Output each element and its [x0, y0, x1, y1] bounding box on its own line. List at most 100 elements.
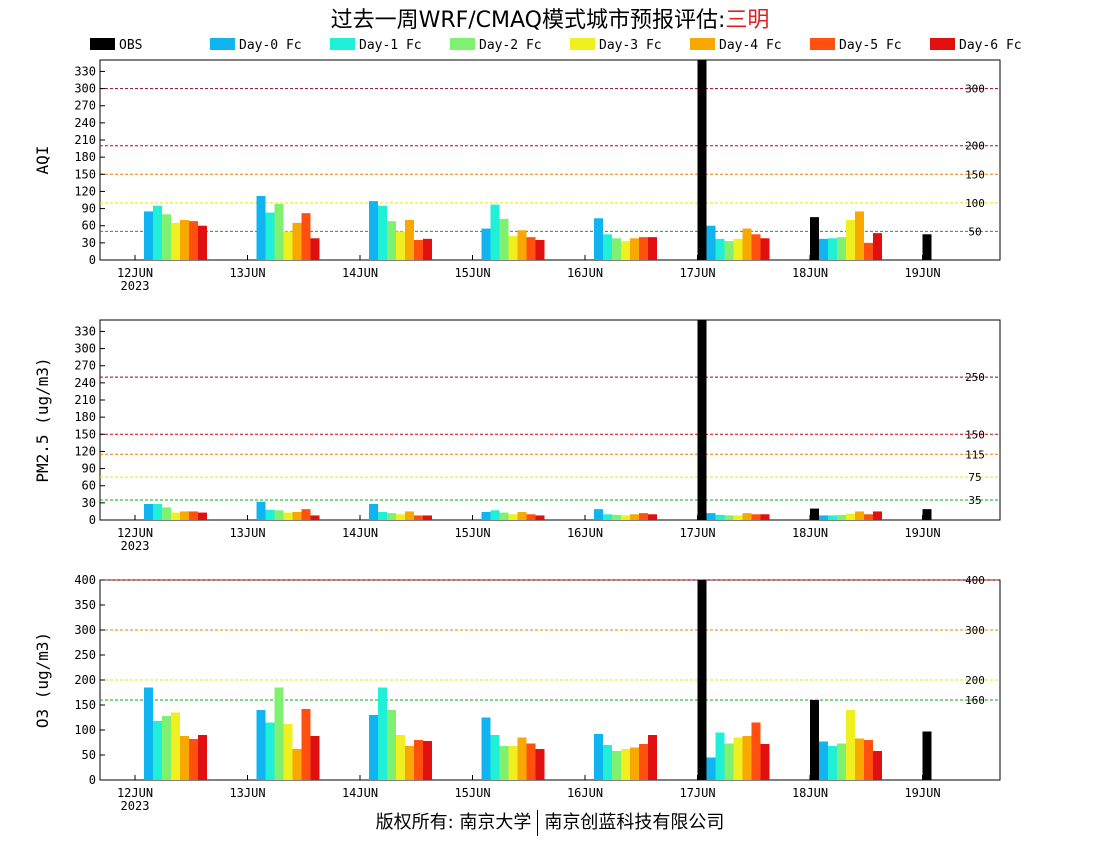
x-year-label: 2023 [121, 279, 150, 293]
bar-day-0-fc [369, 201, 378, 260]
bar-obs [810, 700, 819, 780]
bar-day-2-fc [274, 687, 284, 780]
bar-day-0-fc [256, 710, 266, 780]
y-tick-label: 150 [74, 698, 96, 712]
bar-day-3-fc [171, 512, 180, 520]
bar-day-2-fc [724, 241, 734, 260]
bar-obs [922, 234, 932, 260]
y-tick-label: 0 [89, 773, 96, 787]
bar-day-3-fc [733, 737, 743, 780]
bar-day-2-fc [274, 510, 284, 520]
y-tick-label: 400 [74, 573, 96, 587]
y-tick-label: 330 [74, 64, 96, 78]
bar-day-0-fc [706, 757, 716, 780]
bar-day-2-fc [837, 743, 846, 780]
bar-day-4-fc [517, 737, 527, 780]
x-tick-label: 19JUN [904, 526, 940, 540]
bar-day-0-fc [369, 504, 378, 520]
bar-day-1-fc [265, 722, 275, 780]
bar-obs [922, 509, 932, 520]
bar-day-4-fc [292, 222, 302, 260]
y-tick-label: 300 [74, 623, 96, 637]
bar-day-6-fc [423, 238, 432, 260]
bar-day-2-fc [837, 514, 846, 520]
legend-swatch [810, 38, 835, 50]
title-text: 过去一周WRF/CMAQ模式城市预报评估: [330, 8, 726, 33]
bar-day-4-fc [180, 736, 189, 780]
reference-label: 160 [965, 694, 985, 707]
y-tick-label: 180 [74, 410, 96, 424]
bar-day-0-fc [819, 741, 828, 780]
bar-day-3-fc [846, 513, 855, 520]
bar-day-3-fc [508, 236, 518, 260]
legend-label: Day-1 Fc [359, 38, 422, 53]
y-tick-label: 90 [82, 202, 96, 216]
bar-day-3-fc [283, 724, 293, 780]
reference-label: 150 [965, 168, 985, 181]
bar-day-5-fc [414, 240, 423, 260]
bar-obs [810, 508, 819, 520]
bar-day-2-fc [499, 746, 509, 780]
y-tick-label: 300 [74, 82, 96, 96]
bar-day-5-fc [526, 237, 536, 260]
bar-day-0-fc [594, 734, 603, 780]
bar-day-2-fc [724, 515, 734, 520]
bar-day-0-fc [481, 717, 491, 780]
bar-day-3-fc [846, 220, 855, 260]
y-tick-label: 90 [82, 462, 96, 476]
legend-swatch [210, 38, 235, 50]
bar-day-4-fc [292, 512, 302, 520]
bar-day-6-fc [310, 515, 320, 520]
bar-day-3-fc [508, 514, 518, 520]
bar-day-3-fc [396, 514, 405, 520]
bar-day-6-fc [648, 237, 657, 260]
bar-day-4-fc [855, 211, 864, 260]
bar-day-2-fc [499, 512, 509, 520]
y-tick-label: 250 [74, 648, 96, 662]
legend-swatch [930, 38, 955, 50]
legend-swatch [450, 38, 475, 50]
x-tick-label: 19JUN [904, 786, 940, 800]
bar-day-2-fc [499, 218, 509, 260]
reference-label: 200 [965, 140, 985, 153]
bar-day-5-fc [189, 511, 198, 520]
y-axis-label: AQI [33, 146, 52, 175]
bar-day-4-fc [630, 514, 639, 520]
bar-day-2-fc [387, 710, 396, 780]
bar-day-6-fc [760, 238, 770, 260]
legend-label: Day-5 Fc [839, 38, 902, 53]
bar-day-2-fc [387, 221, 396, 260]
bar-day-2-fc [387, 513, 396, 520]
y-tick-label: 210 [74, 393, 96, 407]
city-name: 三明 [725, 8, 770, 33]
reference-label: 400 [965, 574, 985, 587]
y-tick-label: 330 [74, 324, 96, 338]
bar-day-5-fc [639, 513, 648, 520]
bar-day-4-fc [517, 512, 527, 520]
y-tick-label: 150 [74, 167, 96, 181]
bar-day-4-fc [630, 238, 639, 260]
y-tick-label: 30 [82, 236, 96, 250]
legend-swatch [90, 38, 115, 50]
bar-day-2-fc [162, 716, 171, 780]
bar-day-5-fc [864, 242, 873, 260]
legend-swatch [330, 38, 355, 50]
bar-obs [810, 217, 819, 260]
bar-day-0-fc [256, 501, 266, 520]
x-tick-label: 13JUN [229, 526, 265, 540]
bar-day-0-fc [481, 228, 491, 260]
bar-day-5-fc [751, 234, 761, 260]
bar-day-1-fc [715, 732, 725, 780]
x-tick-label: 18JUN [792, 526, 828, 540]
bar-day-3-fc [733, 515, 743, 520]
bar-day-1-fc [603, 745, 612, 780]
bar-day-0-fc [144, 687, 153, 780]
reference-label: 200 [965, 674, 985, 687]
bar-day-3-fc [283, 512, 293, 520]
bar-day-0-fc [594, 218, 603, 260]
bar-day-0-fc [706, 225, 716, 260]
bar-day-5-fc [301, 709, 311, 780]
bar-day-4-fc [742, 736, 752, 780]
x-tick-label: 17JUN [679, 266, 715, 280]
legend-label: Day-6 Fc [959, 38, 1022, 53]
